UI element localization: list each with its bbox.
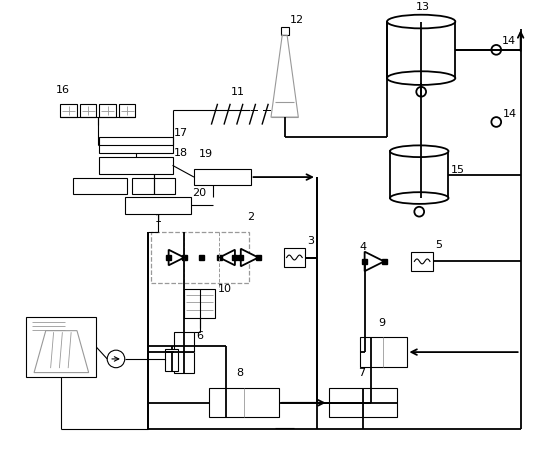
Bar (165, 349, 179, 371)
Bar (184, 289, 216, 318)
Bar (166, 255, 171, 260)
Bar (131, 178, 175, 194)
Bar (238, 255, 243, 260)
Bar (99, 105, 116, 117)
Text: 2: 2 (247, 212, 254, 222)
Bar (256, 255, 261, 260)
Bar (281, 28, 288, 35)
Bar (232, 255, 237, 260)
Bar (387, 22, 455, 78)
Text: 12: 12 (289, 15, 304, 25)
Bar (99, 157, 173, 174)
Bar (174, 331, 194, 373)
Bar (182, 255, 187, 260)
Ellipse shape (387, 71, 455, 85)
Bar (360, 337, 407, 367)
Text: 10: 10 (217, 284, 231, 294)
Bar (80, 105, 97, 117)
Bar (73, 178, 127, 194)
Text: 18: 18 (174, 148, 188, 158)
Circle shape (416, 87, 426, 97)
Polygon shape (169, 250, 184, 265)
Bar (329, 388, 397, 418)
Ellipse shape (390, 192, 449, 204)
Bar (60, 105, 77, 117)
Text: 19: 19 (199, 149, 213, 159)
Text: 8: 8 (236, 368, 243, 378)
Bar (217, 255, 222, 260)
Bar (194, 169, 250, 185)
Text: 3: 3 (307, 236, 314, 246)
Text: 6: 6 (196, 331, 203, 341)
Text: 4: 4 (360, 242, 367, 252)
Circle shape (107, 350, 125, 368)
Polygon shape (364, 252, 384, 271)
Bar (119, 105, 135, 117)
Text: 11: 11 (231, 87, 245, 97)
Bar (390, 151, 449, 198)
Bar (362, 259, 367, 264)
Text: 5: 5 (435, 240, 442, 250)
Circle shape (491, 45, 501, 55)
Text: 1: 1 (155, 214, 162, 224)
Text: 13: 13 (416, 2, 430, 12)
Text: 17: 17 (174, 128, 188, 138)
Text: 14: 14 (502, 36, 516, 46)
Ellipse shape (387, 15, 455, 28)
Text: 9: 9 (378, 318, 386, 328)
Text: 7: 7 (358, 368, 365, 378)
Bar (209, 388, 279, 418)
Circle shape (414, 207, 424, 216)
Bar (412, 252, 433, 271)
Bar (199, 255, 204, 260)
Bar (125, 197, 191, 214)
Circle shape (491, 117, 501, 127)
Polygon shape (241, 249, 258, 266)
Text: 14: 14 (503, 109, 517, 119)
Polygon shape (219, 250, 235, 265)
Bar (382, 259, 387, 264)
Bar (151, 232, 249, 283)
Text: 15: 15 (451, 165, 464, 175)
Text: 16: 16 (55, 85, 70, 95)
Ellipse shape (390, 145, 449, 157)
Bar (99, 137, 173, 153)
Bar (26, 317, 97, 377)
Text: 20: 20 (192, 188, 206, 198)
Bar (283, 248, 305, 267)
